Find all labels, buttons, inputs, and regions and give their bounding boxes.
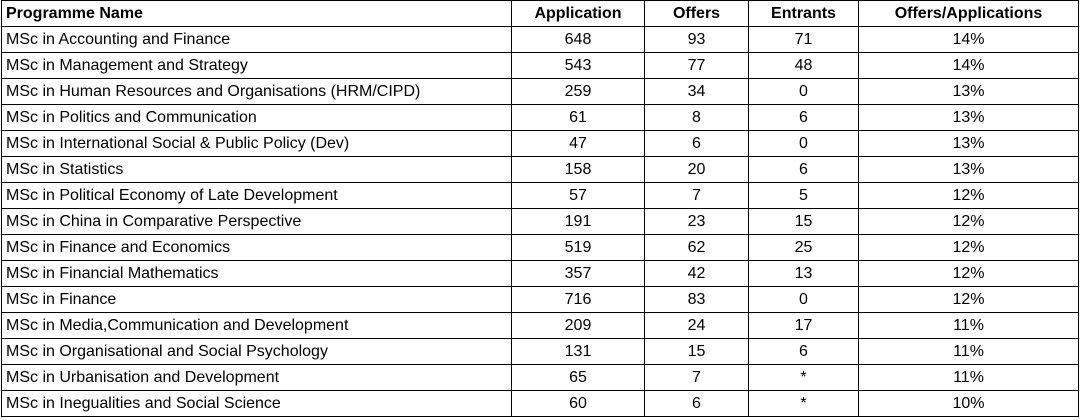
programme-name: MSc in Organisational and Social Psychol… bbox=[1, 338, 512, 365]
column-header: Application bbox=[511, 0, 645, 27]
table-cell: 71 bbox=[748, 26, 859, 53]
table-cell: 131 bbox=[511, 338, 645, 365]
table-cell: 6 bbox=[748, 156, 859, 183]
table-cell: 12% bbox=[858, 182, 1079, 209]
programme-name: MSc in Political Economy of Late Develop… bbox=[1, 182, 512, 209]
table-cell: 6 bbox=[644, 390, 749, 417]
table-row: MSc in Financial Mathematics 357 42 13 12% bbox=[1, 260, 1079, 287]
table-cell: 23 bbox=[644, 208, 749, 235]
table-cell: 716 bbox=[511, 286, 645, 313]
table-cell: 24 bbox=[644, 312, 749, 339]
programme-name: MSc in China in Comparative Perspective bbox=[1, 208, 512, 235]
table-cell: 14% bbox=[858, 26, 1079, 53]
table-cell: 11% bbox=[858, 364, 1079, 391]
programme-name: MSc in International Social & Public Pol… bbox=[1, 130, 512, 157]
table-cell: 57 bbox=[511, 182, 645, 209]
table-row: MSc in Media,Communication and Developme… bbox=[1, 312, 1079, 339]
programme-name: MSc in Management and Strategy bbox=[1, 52, 512, 79]
table-cell: 65 bbox=[511, 364, 645, 391]
table-cell: 259 bbox=[511, 78, 645, 105]
table-cell: 15 bbox=[748, 208, 859, 235]
column-header: Entrants bbox=[748, 0, 859, 27]
programme-name: MSc in Financial Mathematics bbox=[1, 260, 512, 287]
table-cell: 8 bbox=[644, 104, 749, 131]
table-cell: 0 bbox=[748, 78, 859, 105]
table-cell: 6 bbox=[748, 338, 859, 365]
table-cell: 648 bbox=[511, 26, 645, 53]
table-cell: 61 bbox=[511, 104, 645, 131]
table-cell: 543 bbox=[511, 52, 645, 79]
table-cell: 11% bbox=[858, 312, 1079, 339]
table-cell: 357 bbox=[511, 260, 645, 287]
table-cell: 6 bbox=[748, 104, 859, 131]
table-cell: 10% bbox=[858, 390, 1079, 417]
table-cell: 12% bbox=[858, 234, 1079, 261]
header-row: Programme Name Application Offers Entrants O… bbox=[1, 0, 1079, 27]
table-cell: 62 bbox=[644, 234, 749, 261]
programme-name: MSc in Statistics bbox=[1, 156, 512, 183]
table-row: MSc in Finance and Economics 519 62 25 12% bbox=[1, 234, 1079, 261]
table-body: MSc in Accounting and Finance 648 93 71 14% M… bbox=[1, 26, 1079, 417]
programme-name: MSc in Inegualities and Social Science bbox=[1, 390, 512, 417]
table-cell: 20 bbox=[644, 156, 749, 183]
table-cell: 0 bbox=[748, 130, 859, 157]
table-cell: 13 bbox=[748, 260, 859, 287]
table-cell: * bbox=[748, 390, 859, 417]
table-row: MSc in Management and Strategy 543 77 48 14% bbox=[1, 52, 1079, 79]
table-cell: 34 bbox=[644, 78, 749, 105]
table-cell: 11% bbox=[858, 338, 1079, 365]
table-cell: 25 bbox=[748, 234, 859, 261]
table-cell: 42 bbox=[644, 260, 749, 287]
column-header: Offers bbox=[644, 0, 749, 27]
table-cell: 0 bbox=[748, 286, 859, 313]
table-cell: 12% bbox=[858, 208, 1079, 235]
table-cell: 12% bbox=[858, 260, 1079, 287]
table-row: MSc in Accounting and Finance 648 93 71 14% bbox=[1, 26, 1079, 53]
table-cell: 7 bbox=[644, 364, 749, 391]
table-cell: 15 bbox=[644, 338, 749, 365]
table-row: MSc in Finance 716 83 0 12% bbox=[1, 286, 1079, 313]
table-row: MSc in Inegualities and Social Science 60… bbox=[1, 390, 1079, 417]
table-row: MSc in Organisational and Social Psychol… bbox=[1, 338, 1079, 365]
programme-name: MSc in Media,Communication and Developme… bbox=[1, 312, 512, 339]
table-cell: 13% bbox=[858, 78, 1079, 105]
table-row: MSc in International Social & Public Pol… bbox=[1, 130, 1079, 157]
table-row: MSc in Human Resources and Organisations… bbox=[1, 78, 1079, 105]
table-cell: 77 bbox=[644, 52, 749, 79]
table-row: MSc in Political Economy of Late Develop… bbox=[1, 182, 1079, 209]
table-cell: 519 bbox=[511, 234, 645, 261]
programme-name: MSc in Finance and Economics bbox=[1, 234, 512, 261]
programme-name: MSc in Accounting and Finance bbox=[1, 26, 512, 53]
table-cell: 7 bbox=[644, 182, 749, 209]
column-header: Programme Name bbox=[1, 0, 512, 27]
table-cell: 14% bbox=[858, 52, 1079, 79]
table-cell: 83 bbox=[644, 286, 749, 313]
table-cell: 6 bbox=[644, 130, 749, 157]
programme-name: MSc in Urbanisation and Development bbox=[1, 364, 512, 391]
programme-name: MSc in Finance bbox=[1, 286, 512, 313]
table-cell: 13% bbox=[858, 156, 1079, 183]
table-cell: 13% bbox=[858, 130, 1079, 157]
table-cell: 158 bbox=[511, 156, 645, 183]
programme-name: MSc in Politics and Communication bbox=[1, 104, 512, 131]
table-cell: 17 bbox=[748, 312, 859, 339]
table-cell: * bbox=[748, 364, 859, 391]
table-cell: 12% bbox=[858, 286, 1079, 313]
table-row: MSc in Urbanisation and Development 65 7 * 1… bbox=[1, 364, 1079, 391]
table-row: MSc in China in Comparative Perspective 1… bbox=[1, 208, 1079, 235]
table-cell: 209 bbox=[511, 312, 645, 339]
table-row: MSc in Statistics 158 20 6 13% bbox=[1, 156, 1079, 183]
table-cell: 191 bbox=[511, 208, 645, 235]
column-header: Offers/Applications bbox=[858, 0, 1079, 27]
table-cell: 48 bbox=[748, 52, 859, 79]
table-cell: 13% bbox=[858, 104, 1079, 131]
table-cell: 47 bbox=[511, 130, 645, 157]
table-cell: 5 bbox=[748, 182, 859, 209]
table-cell: 93 bbox=[644, 26, 749, 53]
table-row: MSc in Politics and Communication 61 8 6 13% bbox=[1, 104, 1079, 131]
programme-name: MSc in Human Resources and Organisations… bbox=[1, 78, 512, 105]
table-cell: 60 bbox=[511, 390, 645, 417]
